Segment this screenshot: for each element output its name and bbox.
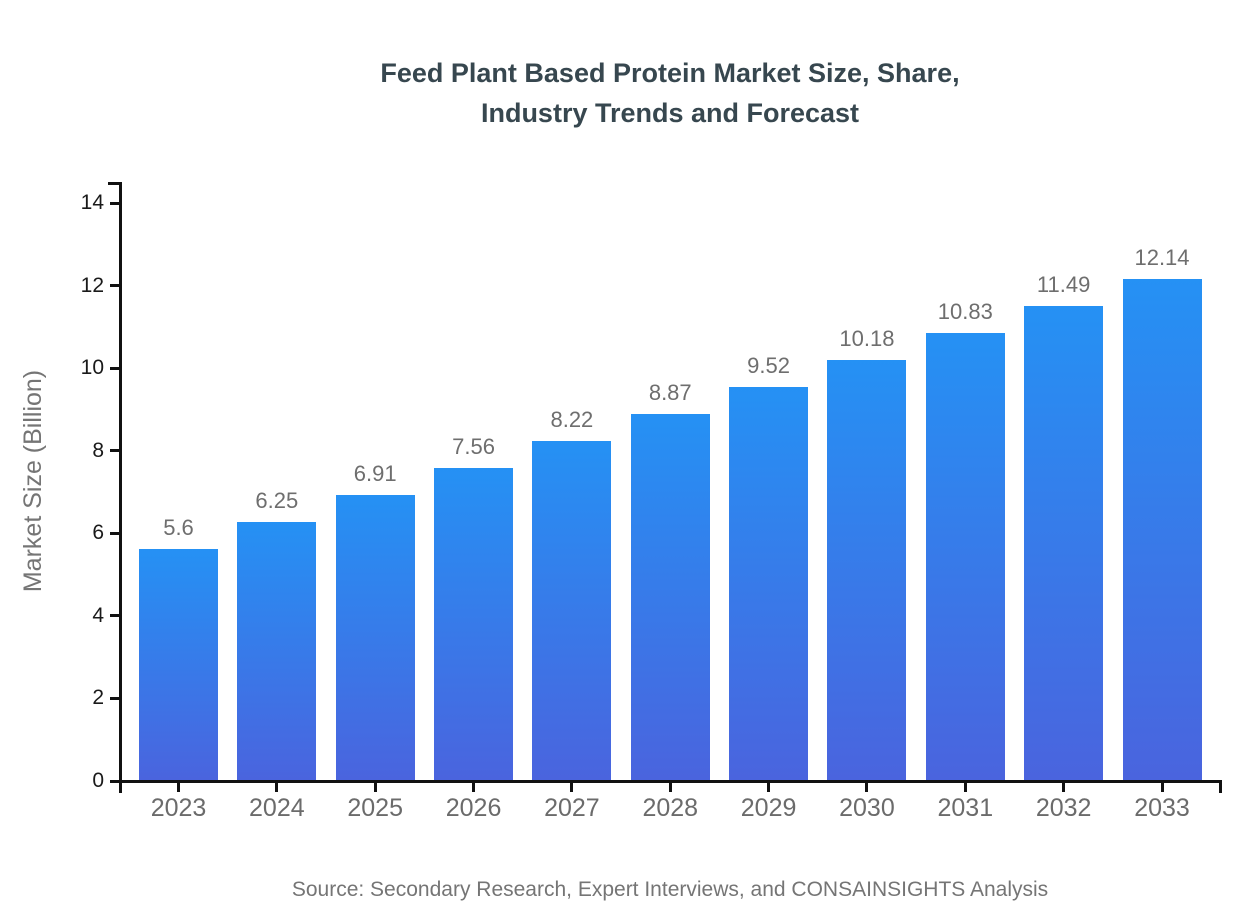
bar-value-label: 5.6 bbox=[163, 514, 194, 540]
bar-2027 bbox=[532, 440, 612, 780]
x-axis-line bbox=[118, 780, 1222, 783]
y-tick bbox=[110, 779, 120, 783]
x-tick-label: 2033 bbox=[1134, 794, 1190, 822]
x-tick bbox=[767, 783, 771, 792]
x-tick bbox=[275, 783, 279, 792]
x-tick bbox=[963, 783, 967, 792]
y-axis-top-cap bbox=[108, 182, 121, 185]
x-tick-label: 2025 bbox=[347, 794, 403, 822]
x-tick-label: 2024 bbox=[249, 794, 305, 822]
y-tick-label: 4 bbox=[92, 603, 104, 627]
bar-value-label: 11.49 bbox=[1036, 271, 1091, 297]
bar-value-label: 9.52 bbox=[747, 352, 790, 378]
bar-value-label: 10.83 bbox=[937, 298, 993, 324]
bar-value-label: 12.14 bbox=[1134, 244, 1190, 270]
x-tick-label: 2032 bbox=[1035, 794, 1092, 822]
bar-value-label: 6.25 bbox=[255, 487, 299, 513]
bar-value-label: 7.56 bbox=[452, 433, 495, 459]
x-tick bbox=[865, 783, 869, 792]
bar-2030 bbox=[827, 359, 907, 780]
x-tick bbox=[570, 783, 574, 792]
x-tick-label: 2029 bbox=[740, 794, 797, 822]
y-tick bbox=[110, 366, 120, 370]
bar-2028 bbox=[630, 413, 710, 780]
y-tick-label: 12 bbox=[80, 273, 104, 297]
x-tick bbox=[668, 783, 672, 792]
y-tick-label: 8 bbox=[92, 438, 104, 462]
x-tick-label: 2028 bbox=[642, 794, 699, 822]
bar-2025 bbox=[335, 494, 415, 780]
y-tick bbox=[110, 531, 120, 535]
bar-value-label: 10.18 bbox=[839, 325, 895, 351]
x-tick-label: 2030 bbox=[839, 794, 895, 822]
bar-2031 bbox=[925, 332, 1005, 780]
x-tick-label: 2031 bbox=[937, 794, 994, 822]
y-tick bbox=[110, 201, 120, 205]
y-tick-label: 10 bbox=[80, 356, 104, 380]
bar-2033 bbox=[1122, 278, 1202, 780]
y-axis-line bbox=[118, 182, 122, 793]
y-tick-label: 0 bbox=[92, 769, 104, 792]
x-tick-label: 2023 bbox=[150, 794, 207, 822]
x-tick bbox=[472, 783, 476, 792]
bar-2029 bbox=[729, 386, 809, 780]
source-note: Source: Secondary Research, Expert Inter… bbox=[291, 878, 1049, 901]
x-tick bbox=[177, 783, 180, 792]
x-tick bbox=[373, 783, 377, 792]
bar-value-label: 8.22 bbox=[550, 406, 594, 432]
x-tick bbox=[1062, 783, 1066, 792]
x-tick-label: 2027 bbox=[544, 794, 600, 822]
bar-2024 bbox=[237, 521, 317, 780]
chart-title: Feed Plant Based Protein Market Size, Sh… bbox=[170, 53, 1170, 133]
y-tick bbox=[110, 449, 120, 453]
bar-2032 bbox=[1024, 305, 1104, 780]
y-tick bbox=[110, 614, 120, 618]
y-tick-label: 2 bbox=[92, 686, 104, 710]
bar-value-label: 6.91 bbox=[353, 460, 397, 486]
bar-2026 bbox=[434, 467, 514, 780]
chart-title-line2: Industry Trends and Forecast bbox=[480, 98, 860, 128]
y-tick bbox=[110, 696, 120, 700]
bar-2023 bbox=[139, 548, 218, 780]
y-tick-label: 6 bbox=[92, 521, 104, 545]
y-tick-label: 14 bbox=[80, 191, 104, 214]
x-tick bbox=[1160, 783, 1164, 792]
x-tick-label: 2026 bbox=[445, 794, 502, 822]
x-axis-end-cap bbox=[1218, 780, 1222, 793]
chart-title-line1: Feed Plant Based Protein Market Size, Sh… bbox=[380, 58, 960, 88]
bar-value-label: 8.87 bbox=[648, 379, 692, 405]
y-tick bbox=[110, 284, 120, 288]
